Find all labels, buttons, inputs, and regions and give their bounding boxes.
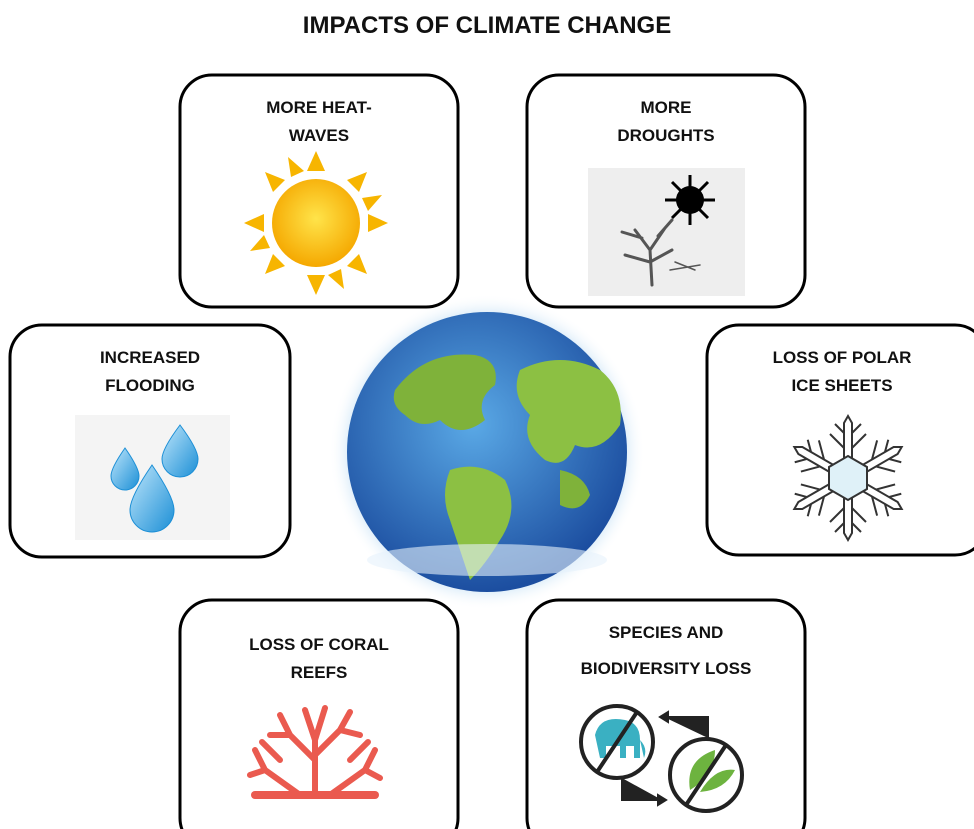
coral-icon (247, 705, 383, 799)
box (705, 323, 974, 557)
box (178, 598, 460, 829)
species-icon (579, 704, 744, 813)
box-label: MORE (641, 98, 692, 117)
box-label: DROUGHTS (617, 126, 714, 145)
title: IMPACTS OF CLIMATE CHANGE (303, 12, 671, 39)
box-label: FLOODING (105, 376, 195, 395)
box-label: BIODIVERSITY LOSS (581, 659, 752, 678)
box-label: REEFS (291, 663, 348, 682)
snowflake-icon (784, 413, 912, 541)
box-label: ICE SHEETS (791, 376, 892, 395)
box-label: WAVES (289, 126, 349, 145)
box-label: MORE HEAT- (266, 98, 371, 117)
box-label: SPECIES AND (609, 623, 724, 642)
drops-icon (75, 415, 230, 540)
drought-icon (588, 168, 745, 296)
box-label: LOSS OF CORAL (249, 635, 389, 654)
box-label: LOSS OF POLAR (773, 348, 912, 367)
sun-icon (244, 151, 388, 295)
box-label: INCREASED (100, 348, 200, 367)
globe (329, 294, 645, 610)
